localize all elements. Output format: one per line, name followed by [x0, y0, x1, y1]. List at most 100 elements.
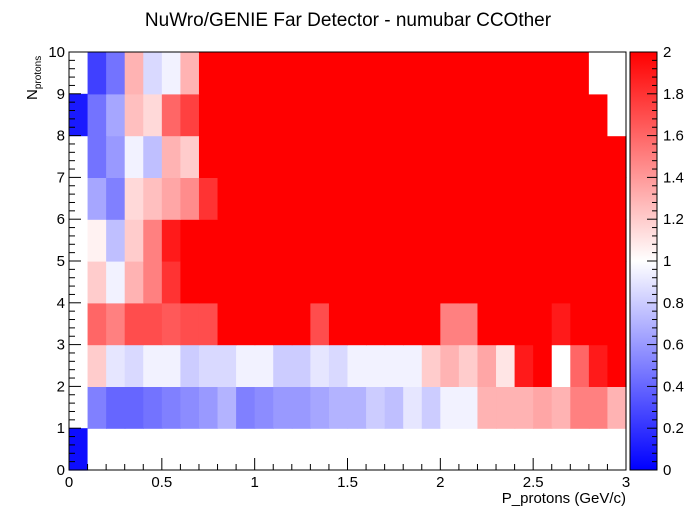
heatmap-cell — [533, 52, 553, 95]
z-tick-label: 1.2 — [663, 211, 684, 228]
heatmap-cell — [496, 52, 516, 95]
heatmap-cell — [124, 302, 144, 346]
heatmap-cell — [328, 344, 349, 387]
heatmap-cell — [347, 135, 367, 178]
y-tick-label: 10 — [48, 44, 65, 61]
x-tick-label: 0 — [65, 474, 73, 491]
z-tick-label: 0.8 — [663, 295, 684, 312]
heatmap-cell — [347, 428, 367, 471]
heatmap-cell — [551, 177, 571, 220]
heatmap-cell — [143, 219, 163, 262]
heatmap-cell — [607, 428, 627, 471]
heatmap-cell — [310, 386, 330, 429]
heatmap-cell — [570, 261, 590, 304]
heatmap-cell — [384, 52, 404, 95]
heatmap-cell — [328, 261, 349, 304]
heatmap-cell — [588, 135, 609, 178]
heatmap-cell — [124, 177, 144, 220]
heatmap-cell — [421, 344, 441, 387]
heatmap-cell — [198, 344, 219, 387]
heatmap-cell — [384, 428, 404, 471]
heatmap-cell — [180, 344, 200, 387]
heatmap-cell — [533, 93, 553, 137]
heatmap-cell — [198, 177, 219, 220]
heatmap-cell — [217, 177, 237, 220]
heatmap-cell — [347, 52, 367, 95]
z-tick-label: 0 — [663, 462, 671, 479]
heatmap-cell — [366, 52, 386, 95]
heatmap-cell — [570, 135, 590, 178]
heatmap-cell — [440, 52, 460, 95]
heatmap-cell — [570, 386, 590, 429]
heatmap-cell — [551, 52, 571, 95]
y-tick-label: 4 — [57, 295, 65, 312]
x-axis: 0 0.5 1 1.5 2 2.5 3 — [65, 458, 630, 491]
heatmap-cell — [607, 386, 627, 429]
heatmap-cell — [588, 93, 609, 137]
heatmap-cell — [198, 135, 219, 178]
heatmap-cell — [551, 219, 571, 262]
heatmap-cell — [143, 386, 163, 429]
heatmap-cell — [236, 386, 256, 429]
heatmap-cell — [551, 386, 571, 429]
heatmap-cell — [366, 93, 386, 137]
heatmap-cell — [533, 135, 553, 178]
heatmap-cell — [477, 135, 497, 178]
heatmap-cell — [143, 261, 163, 304]
heatmap-cell — [291, 93, 311, 137]
heatmap-cell — [607, 52, 627, 95]
heatmap-cell — [161, 219, 181, 262]
heatmap-cell — [180, 428, 200, 471]
heatmap-cell — [570, 52, 590, 95]
x-tick-label: 1.5 — [337, 474, 358, 491]
heatmap-cell — [87, 302, 107, 346]
heatmap-cell — [236, 344, 256, 387]
heatmap-cell — [384, 93, 404, 137]
heatmap-cell — [384, 135, 404, 178]
heatmap-cell — [458, 261, 479, 304]
heatmap-cell — [291, 386, 311, 429]
x-tick-label: 2.5 — [523, 474, 544, 491]
heatmap-cell — [236, 261, 256, 304]
heatmap-cell — [236, 135, 256, 178]
heatmap-cell — [533, 428, 553, 471]
heatmap-cell — [440, 261, 460, 304]
heatmap-cell — [310, 219, 330, 262]
heatmap-cell — [87, 261, 107, 304]
heatmap-cell — [496, 344, 516, 387]
heatmap-cell — [273, 344, 293, 387]
heatmap-cell — [310, 261, 330, 304]
heatmap-cell — [87, 93, 107, 137]
heatmap-cell — [570, 177, 590, 220]
heatmap-cell — [477, 261, 497, 304]
heatmap-cell — [366, 135, 386, 178]
heatmap-cell — [347, 177, 367, 220]
heatmap-cell — [421, 386, 441, 429]
heatmap-cell — [533, 177, 553, 220]
heatmap-cell — [347, 261, 367, 304]
heatmap-cell — [273, 219, 293, 262]
heatmap-cell — [347, 219, 367, 262]
heatmap-cell — [533, 386, 553, 429]
heatmap-cell — [570, 302, 590, 346]
heatmap-cell — [384, 177, 404, 220]
heatmap-cell — [421, 302, 441, 346]
heatmap-cell — [217, 135, 237, 178]
heatmap-cell — [440, 386, 460, 429]
color-bar-axis: 0 0.2 0.4 0.6 0.8 1 1.2 1.4 1.6 1.8 2 — [647, 44, 684, 479]
heatmap-cell — [236, 302, 256, 346]
heatmap-cell — [291, 135, 311, 178]
y-tick-label: 5 — [57, 253, 65, 270]
heatmap-cell — [366, 302, 386, 346]
heatmap-cell — [477, 386, 497, 429]
heatmap-cell — [588, 386, 609, 429]
heatmap-cell — [236, 52, 256, 95]
heatmap-cell — [180, 135, 200, 178]
heatmap-cell — [124, 219, 144, 262]
x-tick-label: 1 — [250, 474, 258, 491]
heatmap-cell — [217, 93, 237, 137]
heatmap-cell — [458, 302, 479, 346]
heatmap-cell — [514, 302, 534, 346]
x-tick-label: 2 — [436, 474, 444, 491]
heatmap-cell — [310, 177, 330, 220]
